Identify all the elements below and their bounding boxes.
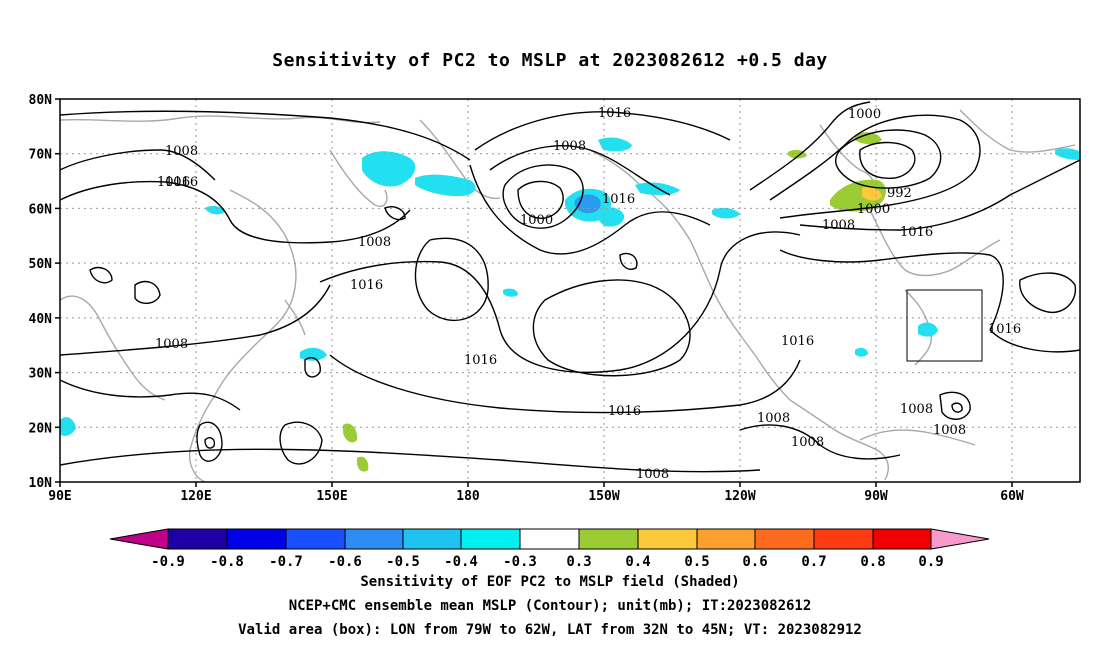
contour-label: 1008 bbox=[636, 467, 669, 482]
contour-label: 1008 bbox=[900, 402, 933, 417]
shading-neg-atlantic bbox=[1055, 148, 1080, 160]
lat-label: 80N bbox=[29, 93, 53, 108]
shading-neg-east bbox=[712, 207, 740, 219]
colorbar-right-arrow bbox=[930, 528, 990, 550]
contour-label: 1008 bbox=[358, 235, 391, 250]
colorbar-segment bbox=[460, 528, 521, 550]
shading-pos-hudson-north bbox=[855, 132, 882, 145]
shading-neg-siberia bbox=[362, 151, 416, 187]
shading-pos-pacific1 bbox=[343, 423, 358, 443]
colorbar-tick-label: 0.7 bbox=[801, 554, 826, 570]
shading-neg-mexico bbox=[855, 347, 868, 357]
contour-label: 1000 bbox=[848, 107, 881, 122]
grid-lines bbox=[60, 99, 1080, 482]
contour-label: 1000 bbox=[857, 202, 890, 217]
contour-label: 1008 bbox=[791, 435, 824, 450]
lon-label: 120E bbox=[180, 489, 211, 504]
contour-label: 1016 bbox=[165, 175, 198, 190]
colorbar-segment bbox=[578, 528, 639, 550]
mslp-contours bbox=[59, 101, 1081, 473]
contour-label: 1008 bbox=[155, 337, 188, 352]
colorbar: -0.9 -0.8 -0.7 -0.6 -0.5 -0.4 -0.3 0.3 0… bbox=[109, 528, 990, 570]
shading-neg-japan bbox=[300, 347, 327, 361]
contour-label: 1016 bbox=[988, 322, 1021, 337]
lon-label: 60W bbox=[1000, 489, 1024, 504]
contour-label: 1008 bbox=[933, 423, 966, 438]
sensitivity-shading bbox=[60, 132, 1080, 472]
colorbar-tick-label: -0.4 bbox=[444, 554, 478, 570]
latitude-labels: 80N 70N 60N 50N 40N 30N 20N 10N bbox=[29, 93, 53, 491]
colorbar-tick-label: -0.5 bbox=[386, 554, 420, 570]
axis-ticks bbox=[55, 98, 1013, 487]
colorbar-tick-label: -0.3 bbox=[503, 554, 537, 570]
colorbar-tick-label: 0.6 bbox=[742, 554, 767, 570]
map-frame bbox=[59, 98, 1081, 483]
lat-label: 40N bbox=[29, 312, 53, 327]
contour-labels: 1016 1008 1016 1008 1016 1008 1000 1016 … bbox=[155, 106, 1021, 482]
shading-neg-gulf bbox=[597, 207, 625, 227]
colorbar-segment bbox=[285, 528, 346, 550]
contour-label: 1008 bbox=[165, 144, 198, 159]
colorbar-tick-label: 0.9 bbox=[918, 554, 943, 570]
contour-label: 1016 bbox=[350, 278, 383, 293]
page-title: Sensitivity of PC2 to MSLP at 2023082612… bbox=[272, 50, 828, 71]
caption-line-1: Sensitivity of EOF PC2 to MSLP field (Sh… bbox=[360, 574, 740, 590]
contour-label: 992 bbox=[887, 186, 912, 201]
contour-label: 1016 bbox=[608, 404, 641, 419]
valid-area-box bbox=[906, 289, 983, 362]
contour-label: 1016 bbox=[598, 106, 631, 121]
colorbar-left-arrow bbox=[109, 528, 169, 550]
lon-label: 180 bbox=[456, 489, 480, 504]
contour-label: 1016 bbox=[464, 353, 497, 368]
lon-label: 120W bbox=[724, 489, 755, 504]
colorbar-tick-label: -0.8 bbox=[210, 554, 244, 570]
lat-label: 60N bbox=[29, 202, 53, 217]
contour-label: 1008 bbox=[822, 218, 855, 233]
caption-line-3: Valid area (box): LON from 79W to 62W, L… bbox=[238, 622, 862, 638]
colorbar-tick-label: 0.8 bbox=[860, 554, 885, 570]
colorbar-tick-label: 0.5 bbox=[684, 554, 709, 570]
contour-label: 1008 bbox=[553, 139, 586, 154]
colorbar-tick-label: 0.4 bbox=[625, 554, 650, 570]
lat-label: 50N bbox=[29, 257, 53, 272]
lon-label: 90E bbox=[48, 489, 71, 504]
colorbar-tick-label: 0.3 bbox=[566, 554, 591, 570]
colorbar-segment bbox=[402, 528, 462, 550]
shading-pos-hudson-inner bbox=[862, 186, 882, 201]
contour-label: 1016 bbox=[781, 334, 814, 349]
lat-label: 30N bbox=[29, 367, 53, 382]
contour-label: 1016 bbox=[602, 192, 635, 207]
colorbar-segment bbox=[344, 528, 404, 550]
shading-neg-arctic bbox=[598, 137, 632, 152]
lat-label: 10N bbox=[29, 476, 53, 491]
contour-label: 1000 bbox=[520, 213, 553, 228]
shading-neg-pacific bbox=[503, 288, 518, 297]
shading-neg-bering bbox=[415, 174, 476, 197]
colorbar-tick-label: -0.9 bbox=[151, 554, 185, 570]
lon-label: 90W bbox=[864, 489, 888, 504]
contour-label: 1008 bbox=[757, 411, 790, 426]
contour-label: 1016 bbox=[900, 225, 933, 240]
colorbar-segment bbox=[872, 528, 932, 550]
colorbar-segment bbox=[754, 528, 815, 550]
longitude-labels: 90E 120E 150E 180 150W 120W 90W 60W bbox=[48, 489, 1024, 504]
colorbar-segment bbox=[167, 528, 228, 550]
caption-line-2: NCEP+CMC ensemble mean MSLP (Contour); u… bbox=[288, 598, 812, 614]
lat-label: 70N bbox=[29, 148, 53, 163]
contour-label: 1016 bbox=[157, 175, 190, 190]
colorbar-segment bbox=[637, 528, 698, 550]
shading-neg-box bbox=[918, 322, 938, 337]
lon-label: 150E bbox=[316, 489, 347, 504]
colorbar-tick-label: -0.6 bbox=[328, 554, 362, 570]
colorbar-segment bbox=[696, 528, 756, 550]
lon-label: 150W bbox=[588, 489, 619, 504]
shading-pos-pacific2 bbox=[357, 456, 369, 472]
colorbar-segment bbox=[519, 528, 580, 550]
shading-neg-india bbox=[60, 417, 76, 436]
colorbar-segment bbox=[813, 528, 874, 550]
lat-label: 20N bbox=[29, 421, 53, 436]
colorbar-segment bbox=[226, 528, 287, 550]
colorbar-tick-label: -0.7 bbox=[269, 554, 303, 570]
